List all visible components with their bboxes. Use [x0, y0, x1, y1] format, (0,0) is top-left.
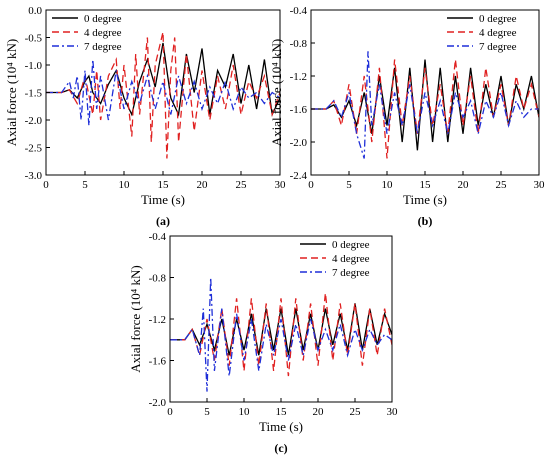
x-tick-label: 20	[458, 179, 470, 191]
x-tick-label: 30	[534, 179, 546, 191]
y-tick-label: -0.8	[290, 38, 308, 50]
y-axis-title: Axial force (10⁴ kN)	[128, 265, 143, 372]
legend-label: 7 degree	[332, 267, 370, 279]
x-axis-title: Time (s)	[141, 192, 185, 207]
y-tick-label: -2.0	[149, 397, 167, 409]
x-tick-label: 5	[204, 406, 210, 418]
x-tick-label: 0	[167, 406, 173, 418]
y-tick-label: -1.2	[149, 314, 166, 326]
legend-label: 7 degree	[84, 41, 122, 53]
chart-panel-2: 0 5 10 15 20 25 30 -0.4 -0.8 -1.2 -1.6 -2.0 -2.4 Time…	[269, 5, 545, 228]
x-tick-label: 5	[346, 179, 352, 191]
x-tick-label: 5	[82, 179, 88, 191]
x-tick-label: 10	[382, 179, 394, 191]
x-tick-label: 10	[119, 179, 131, 191]
y-tick-label: -0.5	[25, 33, 43, 45]
y-tick-label: -0.4	[290, 5, 308, 17]
legend-label: 0 degree	[332, 239, 370, 251]
legend-label: 4 degree	[332, 253, 370, 265]
series-line-0-degree	[46, 43, 280, 115]
x-tick-label: 10	[239, 406, 251, 418]
legend-label: 4 degree	[479, 27, 517, 39]
y-tick-label: -3.0	[25, 170, 43, 182]
series-line-7-degree	[46, 60, 280, 126]
x-tick-label: 15	[276, 406, 288, 418]
x-tick-label: 30	[275, 179, 287, 191]
x-tick-label: 20	[313, 406, 325, 418]
series-line-4-degree	[46, 32, 280, 159]
legend-label: 0 degree	[479, 13, 517, 25]
x-tick-label: 15	[420, 179, 432, 191]
y-tick-label: -1.6	[290, 104, 308, 116]
y-axis-title: Axial force (10⁴ kN)	[4, 39, 19, 146]
y-tick-label: -2.0	[290, 137, 308, 149]
legend-label: 0 degree	[84, 13, 122, 25]
chart-panel-1: 0 5 10 15 20 25 30 0.0 -0.5 -1.0 -1.5 -2.0 -2.5 -3.0 T…	[4, 5, 286, 228]
x-tick-label: 15	[158, 179, 170, 191]
y-axis-title: Axial force (10⁴ kN)	[269, 39, 284, 146]
chart-panel-3: 0 5 10 15 20 25 30 -0.4 -0.8 -1.2 -1.6 -2.0 Time (s)…	[128, 231, 398, 455]
y-tick-label: -1.5	[25, 88, 43, 100]
y-tick-label: -1.2	[290, 71, 307, 83]
y-tick-label: -1.0	[25, 60, 43, 72]
legend: 0 degree 4 degree 7 degree	[52, 13, 122, 53]
x-tick-label: 25	[236, 179, 248, 191]
panel-label: (a)	[156, 214, 170, 228]
y-tick-label: -0.8	[149, 273, 167, 285]
x-tick-label: 25	[350, 406, 362, 418]
x-tick-label: 0	[308, 179, 314, 191]
panel-label: (b)	[418, 214, 433, 228]
y-tick-label: 0.0	[28, 5, 42, 17]
legend: 0 degree 4 degree 7 degree	[447, 13, 517, 53]
x-axis-title: Time (s)	[259, 419, 303, 434]
y-tick-label: -2.4	[290, 170, 308, 182]
y-tick-label: -1.6	[149, 356, 167, 368]
y-tick-label: -2.0	[25, 115, 43, 127]
legend: 0 degree 4 degree 7 degree	[300, 239, 370, 279]
x-tick-label: 20	[197, 179, 209, 191]
legend-label: 7 degree	[479, 41, 517, 53]
x-tick-label: 0	[43, 179, 49, 191]
y-tick-label: -0.4	[149, 231, 167, 243]
y-tick-label: -2.5	[25, 143, 43, 155]
x-tick-label: 25	[496, 179, 508, 191]
x-tick-label: 30	[387, 406, 399, 418]
panel-label: (c)	[274, 441, 287, 455]
x-axis-title: Time (s)	[403, 192, 447, 207]
legend-label: 4 degree	[84, 27, 122, 39]
